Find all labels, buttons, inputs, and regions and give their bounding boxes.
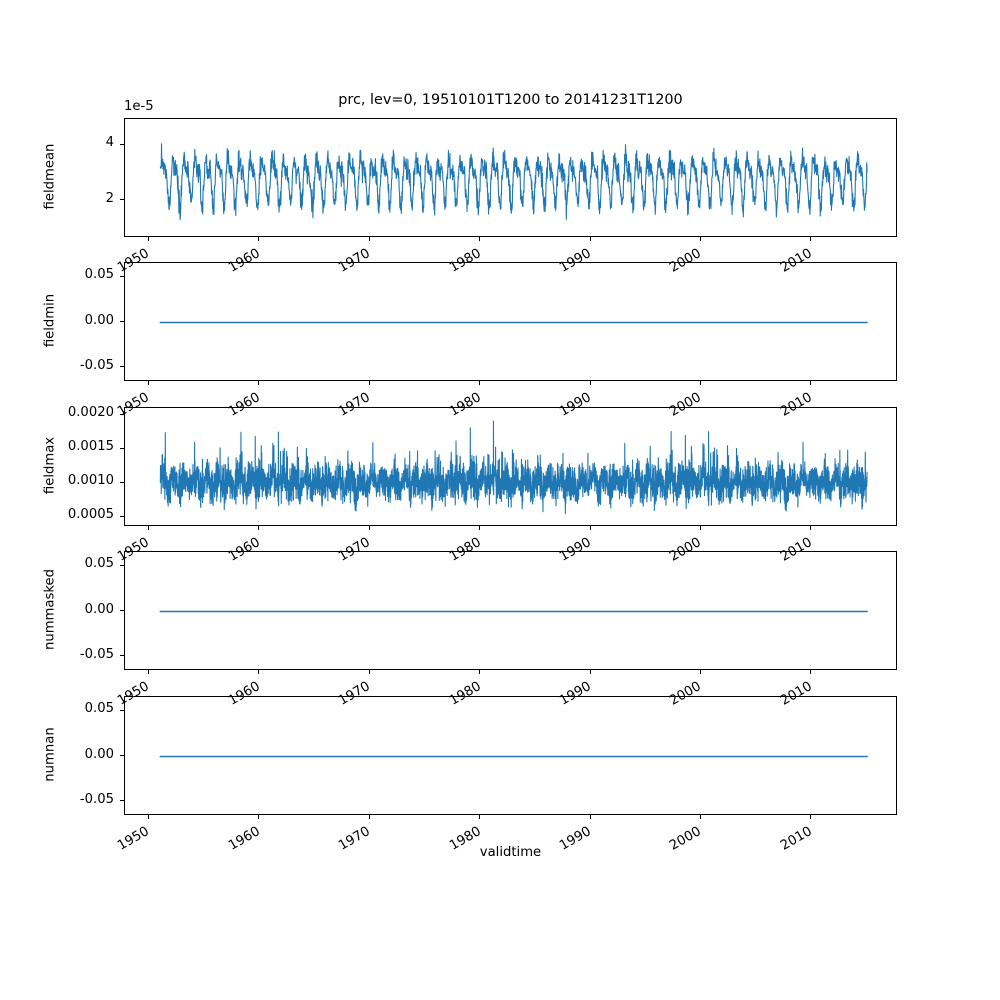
y-tick-label-fieldmin-1: 0.00 [84, 312, 114, 328]
y-axis-offset-text-fieldmean: 1e-5 [124, 99, 154, 114]
y-tick-label-fieldmax-0: 0.0005 [67, 507, 114, 523]
y-tick-label-numnan-0: -0.05 [79, 791, 114, 807]
y-tick-label-fieldmax-2: 0.0015 [67, 439, 114, 455]
plot-line-nummasked [159, 610, 868, 613]
x-axis-label: validtime [479, 845, 542, 860]
y-axis-label-nummasked: nummasked [42, 568, 58, 650]
y-axis-label-fieldmean: fieldmean [42, 143, 58, 209]
y-tick-label-numnan-2: 0.05 [84, 701, 114, 717]
panel-fieldmax [124, 407, 897, 526]
axes-frame-fieldmin [124, 262, 897, 381]
x-tick-mark [479, 670, 481, 674]
x-tick-mark [479, 526, 481, 530]
x-tick-mark [810, 815, 812, 819]
x-tick-mark [810, 237, 812, 241]
x-tick-mark [589, 526, 591, 530]
x-tick-mark [368, 815, 370, 819]
plot-line-fieldmean [159, 143, 868, 221]
y-tick-label-fieldmax-3: 0.0020 [67, 405, 114, 421]
x-tick-mark [258, 381, 260, 385]
x-tick-mark [479, 381, 481, 385]
y-tick-label-fieldmean-0: 2 [105, 190, 114, 206]
y-tick-mark-nummasked [120, 655, 124, 657]
x-tick-mark [368, 526, 370, 530]
axes-frame-nummasked [124, 551, 897, 670]
x-tick-mark [147, 815, 149, 819]
x-tick-mark [258, 670, 260, 674]
panel-fieldmean [124, 118, 897, 237]
y-tick-mark-nummasked [120, 564, 124, 567]
x-tick-mark [699, 381, 702, 385]
x-tick-mark [810, 526, 812, 530]
y-tick-mark-fieldmax [120, 515, 124, 518]
figure-title: prc, lev=0, 19510101T1200 to 20141231T12… [338, 92, 683, 108]
panel-numnan [124, 696, 897, 815]
x-tick-mark [368, 237, 370, 241]
y-tick-mark-fieldmean [120, 143, 124, 145]
x-tick-mark [147, 670, 149, 674]
y-tick-label-nummasked-1: 0.00 [84, 601, 114, 617]
x-tick-mark [258, 526, 260, 530]
axes-frame-fieldmax [124, 407, 897, 526]
axes-frame-fieldmean [124, 118, 897, 237]
plot-line-fieldmax [159, 420, 868, 515]
y-tick-mark-fieldmax [120, 481, 124, 484]
axes-frame-numnan [124, 696, 897, 815]
y-tick-mark-fieldmin [120, 275, 124, 278]
x-tick-mark [589, 670, 591, 674]
y-tick-mark-numnan [120, 709, 124, 712]
y-tick-label-numnan-1: 0.00 [84, 746, 114, 762]
panel-fieldmin [124, 262, 897, 381]
y-tick-mark-fieldmin [120, 366, 124, 368]
y-tick-mark-fieldmean [120, 199, 124, 201]
x-tick-mark [589, 815, 591, 819]
x-tick-mark [810, 670, 812, 674]
y-axis-label-numnan: numnan [42, 726, 58, 782]
y-tick-label-fieldmax-1: 0.0010 [67, 473, 114, 489]
x-tick-mark [479, 815, 481, 819]
y-tick-label-fieldmin-0: -0.05 [79, 357, 114, 373]
x-tick-mark [147, 237, 149, 241]
x-tick-mark [699, 526, 702, 530]
x-tick-mark [147, 381, 149, 385]
x-tick-mark [258, 237, 260, 241]
x-tick-mark [368, 381, 370, 385]
y-axis-label-fieldmax: fieldmax [42, 436, 58, 494]
x-tick-mark [589, 237, 591, 241]
x-tick-mark [810, 381, 812, 385]
x-tick-mark [699, 237, 702, 241]
x-tick-mark [699, 815, 702, 819]
x-tick-mark [479, 237, 481, 241]
y-tick-mark-fieldmin [120, 321, 124, 323]
y-tick-label-nummasked-2: 0.05 [84, 556, 114, 572]
y-tick-mark-fieldmax [120, 413, 124, 416]
x-tick-mark [589, 381, 591, 385]
y-tick-mark-nummasked [120, 610, 124, 612]
plot-line-fieldmin [159, 321, 868, 324]
x-tick-mark [368, 670, 370, 674]
x-tick-mark [147, 526, 149, 530]
y-tick-label-fieldmean-1: 4 [105, 135, 114, 151]
y-tick-mark-numnan [120, 800, 124, 802]
panel-nummasked [124, 551, 897, 670]
y-tick-label-nummasked-0: -0.05 [79, 646, 114, 662]
plot-line-numnan [159, 755, 868, 758]
y-tick-mark-numnan [120, 755, 124, 757]
x-tick-mark [258, 815, 260, 819]
y-tick-mark-fieldmax [120, 447, 124, 450]
x-tick-mark [699, 670, 702, 674]
y-axis-label-fieldmin: fieldmin [42, 293, 58, 347]
y-tick-label-fieldmin-2: 0.05 [84, 267, 114, 283]
